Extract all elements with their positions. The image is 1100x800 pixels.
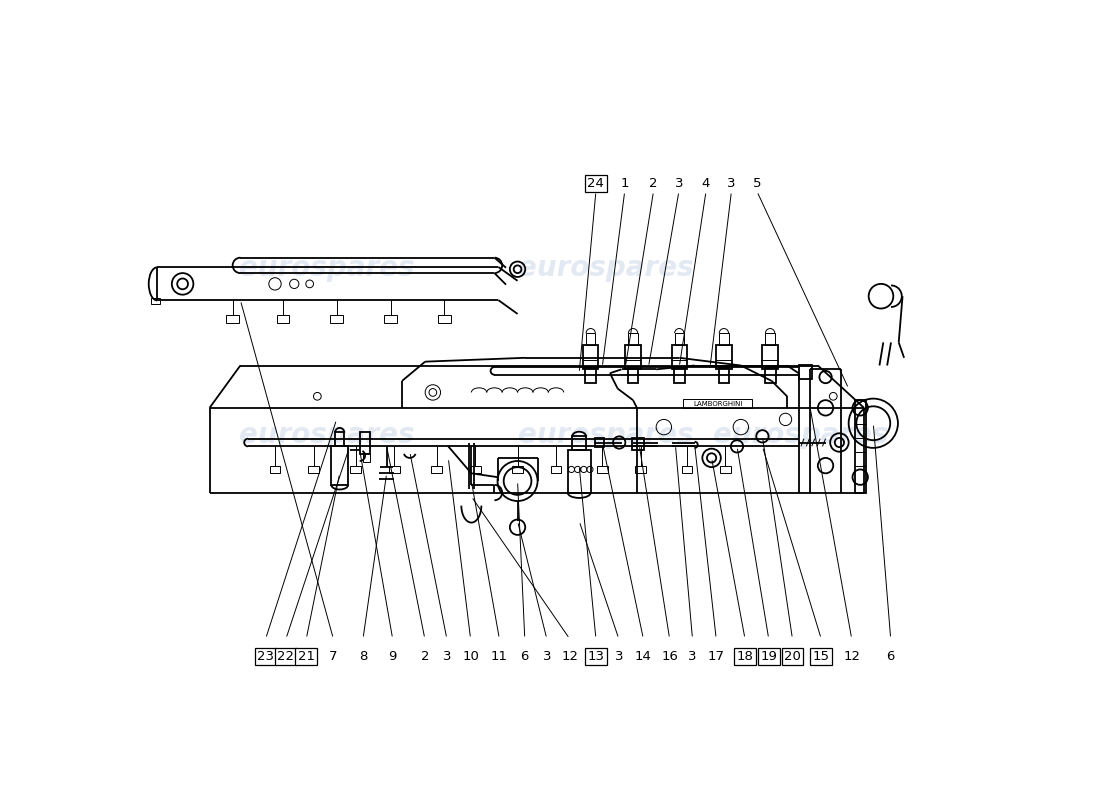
Bar	[331, 446, 348, 485]
Bar	[308, 466, 319, 474]
Text: 4: 4	[702, 177, 711, 190]
Bar	[766, 333, 774, 345]
Bar	[583, 345, 598, 370]
Text: 21: 21	[298, 650, 315, 663]
Bar	[363, 453, 371, 462]
Text: eurospares: eurospares	[518, 421, 694, 449]
Bar	[151, 298, 161, 304]
Text: 5: 5	[752, 177, 761, 190]
Text: eurospares: eurospares	[518, 254, 694, 282]
Bar	[586, 333, 595, 345]
Text: LAMBORGHINI: LAMBORGHINI	[693, 401, 742, 407]
Text: 23: 23	[257, 650, 274, 663]
Bar	[585, 368, 596, 383]
Bar	[227, 315, 239, 323]
Text: 12: 12	[844, 650, 860, 663]
Text: 20: 20	[784, 650, 801, 663]
Text: 16: 16	[661, 650, 678, 663]
Text: 2: 2	[420, 650, 429, 663]
Text: 15: 15	[813, 650, 829, 663]
Bar	[431, 466, 442, 474]
Bar	[438, 315, 451, 323]
Bar	[764, 368, 776, 383]
Bar	[636, 466, 646, 474]
Bar	[594, 438, 604, 447]
Bar	[572, 436, 586, 450]
Bar	[336, 433, 344, 446]
Text: 2: 2	[649, 177, 658, 190]
Text: 6: 6	[520, 650, 529, 663]
Text: 3: 3	[689, 650, 696, 663]
Bar	[351, 466, 361, 474]
Text: 3: 3	[542, 650, 551, 663]
Bar	[682, 466, 692, 474]
Text: eurospares: eurospares	[713, 421, 889, 449]
Text: 6: 6	[887, 650, 895, 663]
Bar	[719, 333, 728, 345]
Text: 14: 14	[635, 650, 652, 663]
Bar	[683, 398, 752, 408]
Bar	[330, 315, 343, 323]
Bar	[628, 333, 638, 345]
Bar	[360, 433, 371, 454]
Text: 19: 19	[760, 650, 778, 663]
Bar	[625, 345, 640, 370]
Text: 10: 10	[462, 650, 478, 663]
Bar	[270, 466, 280, 474]
Bar	[631, 438, 644, 450]
Text: eurospares: eurospares	[239, 254, 415, 282]
Bar	[671, 345, 686, 370]
Bar	[718, 368, 729, 383]
Text: 18: 18	[737, 650, 754, 663]
Text: 3: 3	[674, 177, 683, 190]
Bar	[513, 466, 522, 474]
Text: 8: 8	[359, 650, 367, 663]
Text: 17: 17	[707, 650, 725, 663]
Bar	[628, 368, 638, 383]
Text: 3: 3	[727, 177, 736, 190]
Text: 12: 12	[561, 650, 579, 663]
Bar	[855, 400, 866, 493]
Text: 3: 3	[615, 650, 623, 663]
Text: 1: 1	[620, 177, 629, 190]
Text: 9: 9	[388, 650, 397, 663]
Bar	[551, 466, 561, 474]
Text: eurospares: eurospares	[239, 421, 415, 449]
Bar	[674, 333, 684, 345]
Text: 3: 3	[442, 650, 451, 663]
Text: 13: 13	[587, 650, 604, 663]
Text: 7: 7	[329, 650, 338, 663]
Bar	[389, 466, 399, 474]
Text: 11: 11	[491, 650, 508, 663]
Bar	[470, 466, 481, 474]
Bar	[674, 368, 684, 383]
Bar	[720, 466, 730, 474]
Bar	[716, 345, 732, 370]
Text: 24: 24	[587, 177, 604, 190]
Bar	[597, 466, 607, 474]
Bar	[799, 365, 813, 378]
Text: 22: 22	[277, 650, 295, 663]
Bar	[762, 345, 778, 370]
Bar	[568, 450, 591, 493]
Bar	[384, 315, 397, 323]
Bar	[276, 315, 289, 323]
